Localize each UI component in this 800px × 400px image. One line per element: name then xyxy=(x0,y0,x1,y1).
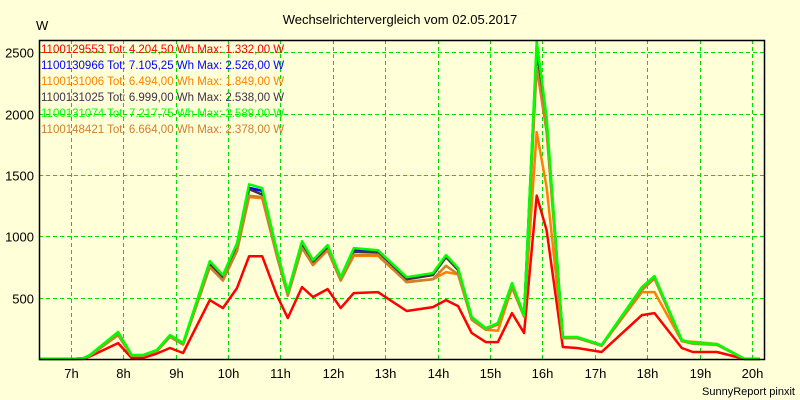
x-tick-label: 14h xyxy=(428,366,450,381)
y-tick-label: 2500 xyxy=(5,46,34,61)
x-tick-label: 18h xyxy=(637,366,659,381)
y-axis-label: W xyxy=(36,18,49,33)
legend-entry-1100148421: 1100148421 Tot: 6.664,00 Wh Max: 2.378,0… xyxy=(41,124,284,136)
x-tick-label: 20h xyxy=(742,366,764,381)
legend-entry-1100131006: 1100131006 Tot: 6.494,00 Wh Max: 1.849,0… xyxy=(41,76,284,88)
legend-entry-1100131074: 1100131074 Tot: 7.217,75 Wh Max: 2.589,0… xyxy=(41,108,284,120)
legend-entry-1100130966: 1100130966 Tot: 7.105,25 Wh Max: 2.526,0… xyxy=(41,60,284,72)
x-tick-label: 13h xyxy=(375,366,397,381)
x-tick-label: 17h xyxy=(585,366,607,381)
series-line-1100131074 xyxy=(39,40,760,361)
x-tick-label: 7h xyxy=(64,366,78,381)
x-tick-label: 8h xyxy=(116,366,130,381)
legend: 1100129553 Tot: 4.204,50 Wh Max: 1.332,0… xyxy=(41,44,284,136)
y-tick-label: 500 xyxy=(12,292,34,307)
y-tick-label: 1500 xyxy=(5,169,34,184)
tick-labels: 500 1000 1500 2000 2500 7h 8h 9h 10h 11h 12h 13h 14h… xyxy=(5,46,763,382)
plot-frame xyxy=(38,39,766,361)
axes xyxy=(38,39,766,361)
legend-entry-1100129553: 1100129553 Tot: 4.204,50 Wh Max: 1.332,0… xyxy=(41,44,284,56)
grid xyxy=(39,40,764,359)
x-tick-label: 19h xyxy=(690,366,712,381)
x-tick-label: 10h xyxy=(218,366,240,381)
x-tick-label: 15h xyxy=(480,366,502,381)
x-tick-label: 16h xyxy=(532,366,554,381)
series-line-1100131006 xyxy=(39,130,760,361)
series-line-1100129553 xyxy=(39,194,760,361)
x-tick-label: 12h xyxy=(323,366,345,381)
legend-entry-1100131025: 1100131025 Tot: 6.999,00 Wh Max: 2.538,0… xyxy=(41,92,284,104)
footer-credit: SunnyReport pinxit xyxy=(702,386,795,398)
x-tick-label: 9h xyxy=(169,366,183,381)
y-tick-label: 2000 xyxy=(5,108,34,123)
chart-title: Wechselrichtervergleich vom 02.05.2017 xyxy=(283,12,518,27)
series-lines xyxy=(39,40,760,361)
x-tick-label: 11h xyxy=(270,366,291,381)
y-tick-label: 1000 xyxy=(5,230,34,245)
